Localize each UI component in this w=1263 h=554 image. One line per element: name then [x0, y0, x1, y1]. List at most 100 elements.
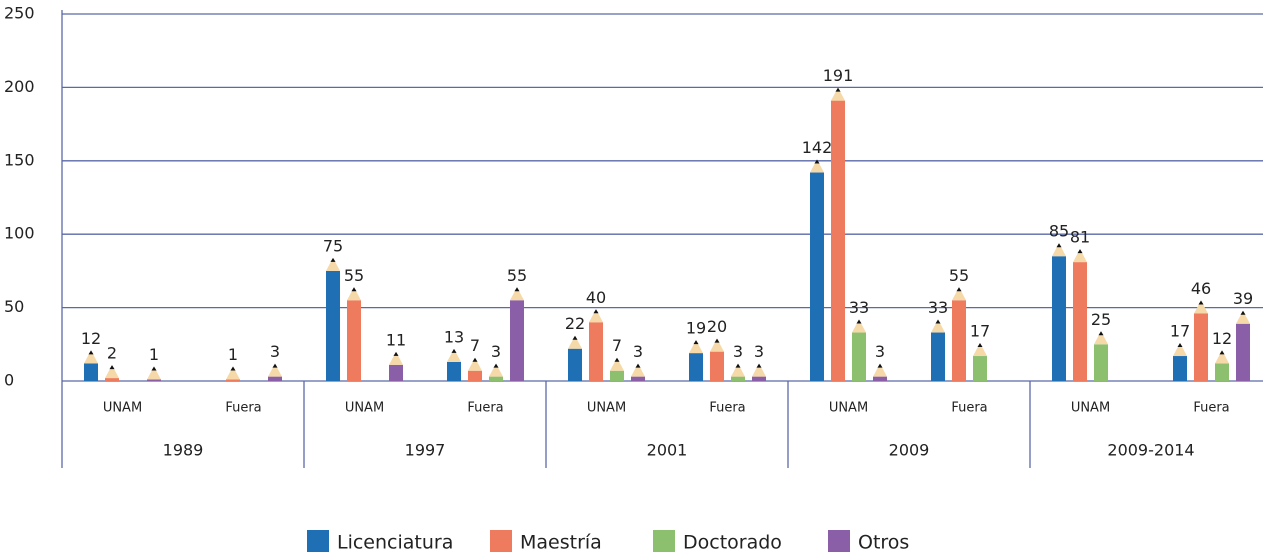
pencil-lead	[835, 87, 841, 92]
data-label: 22	[565, 314, 585, 333]
legend-swatch	[490, 530, 512, 552]
data-label: 3	[633, 342, 643, 361]
pencil-tip	[326, 257, 340, 271]
x-tick-label: UNAM	[1071, 401, 1110, 416]
pencil-tip	[1194, 300, 1208, 314]
bar	[226, 379, 240, 381]
x-tick-label: Fuera	[951, 401, 987, 416]
y-tick-label: 250	[4, 4, 35, 23]
pencil-tip	[568, 335, 582, 349]
data-label: 1	[228, 345, 238, 364]
pencil-tip	[447, 348, 461, 362]
legend-swatch	[828, 530, 850, 552]
bar	[952, 300, 966, 381]
pencil-tip	[1173, 343, 1187, 357]
bar	[489, 376, 503, 381]
pencil-tip	[468, 357, 482, 371]
data-label: 3	[491, 342, 501, 361]
bar	[447, 361, 461, 381]
pencil-tip	[973, 343, 987, 357]
pencil-tip	[389, 351, 403, 365]
pencil-lead	[472, 357, 478, 362]
y-tick-label: 200	[4, 77, 35, 96]
bar	[105, 378, 119, 381]
y-tick-label: 150	[4, 150, 35, 169]
bar	[1194, 313, 1208, 381]
pencil-tip	[84, 350, 98, 364]
x-tick-label: Fuera	[467, 401, 503, 416]
bar	[1073, 262, 1087, 381]
x-tick-label: UNAM	[587, 401, 626, 416]
data-label: 191	[823, 66, 854, 85]
bar	[568, 348, 582, 381]
pencil-lead	[514, 287, 520, 292]
data-label: 3	[754, 342, 764, 361]
y-tick-label: 100	[4, 224, 35, 243]
pencil-tip	[752, 363, 766, 377]
bar	[510, 300, 524, 381]
pencil-lead	[1098, 331, 1104, 336]
pencil-lead	[693, 340, 699, 345]
bar	[873, 376, 887, 381]
data-label: 2	[107, 344, 117, 363]
pencil-lead	[88, 350, 94, 355]
data-label: 20	[707, 317, 727, 336]
bar	[84, 363, 98, 381]
bar	[610, 370, 624, 381]
group-label: 1997	[405, 441, 446, 460]
pencil-lead	[956, 287, 962, 292]
pencil-tip	[710, 338, 724, 352]
data-label: 55	[344, 266, 364, 285]
pencil-lead	[272, 363, 278, 368]
data-label: 7	[612, 336, 622, 355]
bar	[852, 332, 866, 381]
data-label: 3	[270, 342, 280, 361]
bar	[389, 364, 403, 381]
data-label: 13	[444, 327, 464, 346]
pencil-lead	[714, 338, 720, 343]
y-tick-label: 50	[4, 297, 24, 316]
pencil-tip	[610, 357, 624, 371]
pencil-lead	[877, 363, 883, 368]
data-label: 40	[586, 288, 606, 307]
bar	[973, 356, 987, 381]
pencil-lead	[814, 159, 820, 164]
pencil-tip	[1236, 310, 1250, 324]
pencil-tip	[147, 366, 161, 380]
pencil-tip	[1073, 249, 1087, 263]
pencil-lead	[735, 363, 741, 368]
pencil-tip	[105, 365, 119, 379]
bar	[731, 376, 745, 381]
x-tick-label: UNAM	[103, 401, 142, 416]
pencil-lead	[756, 363, 762, 368]
data-label: 3	[875, 342, 885, 361]
bar	[1094, 344, 1108, 381]
pencil-tip	[489, 363, 503, 377]
pencil-tip	[1094, 331, 1108, 345]
group-label: 2009	[889, 441, 930, 460]
pencil-tip	[347, 287, 361, 301]
data-label: 11	[386, 330, 406, 349]
pencil-lead	[330, 257, 336, 262]
legend-label: Doctorado	[683, 532, 782, 554]
data-label: 75	[323, 236, 343, 255]
data-label: 55	[949, 266, 969, 285]
pencil-tip	[226, 366, 240, 380]
data-label: 81	[1070, 228, 1090, 247]
bar	[689, 353, 703, 381]
bar	[147, 379, 161, 381]
legend-label: Licenciatura	[337, 532, 453, 554]
pencil-tip	[510, 287, 524, 301]
bar	[710, 351, 724, 381]
bar	[1215, 363, 1229, 381]
pencil-lead	[1177, 343, 1183, 348]
data-label: 3	[733, 342, 743, 361]
data-label: 25	[1091, 310, 1111, 329]
data-label: 142	[802, 138, 833, 157]
pencil-lead	[393, 351, 399, 356]
data-label: 33	[849, 298, 869, 317]
x-tick-label: Fuera	[225, 401, 261, 416]
x-tick-label: UNAM	[345, 401, 384, 416]
bar	[1173, 356, 1187, 381]
